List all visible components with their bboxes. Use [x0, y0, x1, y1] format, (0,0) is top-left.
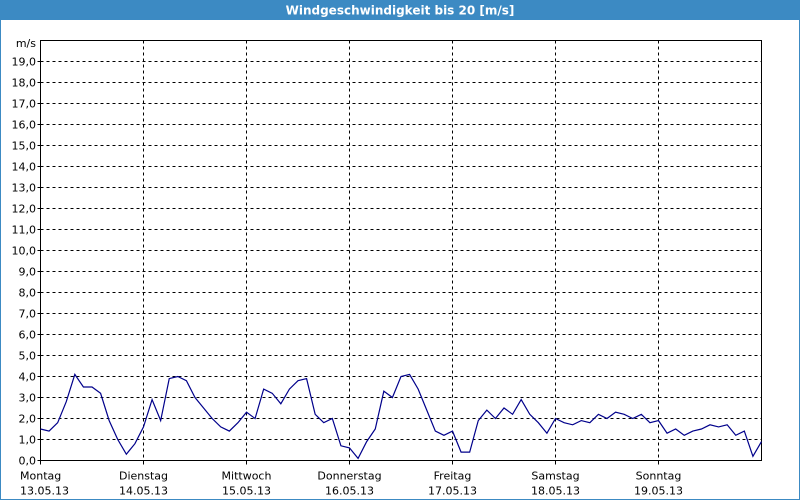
x-tick-date: 17.05.13	[428, 485, 477, 498]
y-tick-label: 16,0	[12, 119, 37, 132]
y-tick-label: 15,0	[12, 140, 37, 153]
y-tick-label: 5,0	[19, 350, 37, 363]
y-tick-label: 8,0	[19, 287, 37, 300]
y-tick-label: 14,0	[12, 161, 37, 174]
y-tick-label: 1,0	[19, 434, 37, 447]
x-tick-date: 15.05.13	[222, 485, 271, 498]
x-tick-label: Mittwoch	[222, 470, 272, 483]
x-tick-label: Samstag	[531, 470, 579, 483]
y-tick-label: 0,0	[19, 455, 37, 468]
y-tick-label: 4,0	[19, 371, 37, 384]
y-tick-label: 6,0	[19, 329, 37, 342]
x-tick-label: Donnerstag	[317, 470, 381, 483]
y-tick-label: 10,0	[12, 245, 37, 258]
y-tick-label: 7,0	[19, 308, 37, 321]
header-bar	[0, 0, 800, 20]
x-tick-label: Sonntag	[636, 470, 682, 483]
x-tick-date: 16.05.13	[325, 485, 374, 498]
y-tick-label: 9,0	[19, 266, 37, 279]
y-tick-label: 18,0	[12, 77, 37, 90]
data-line	[40, 373, 763, 460]
x-tick-date: 18.05.13	[531, 485, 580, 498]
chart-title: Windgeschwindigkeit bis 20 [m/s]	[286, 4, 515, 18]
y-tick-label: 2,0	[19, 413, 37, 426]
y-tick-label: 12,0	[12, 203, 37, 216]
y-tick-label: 17,0	[12, 98, 37, 111]
y-axis-label: m/s	[16, 37, 36, 50]
y-tick-label: 3,0	[19, 392, 37, 405]
y-tick-label: 19,0	[12, 56, 37, 69]
x-tick-label: Montag	[20, 470, 61, 483]
x-tick-date: 19.05.13	[634, 485, 683, 498]
x-tick-date: 13.05.13	[20, 485, 69, 498]
x-tick-label: Freitag	[434, 470, 472, 483]
x-tick-date: 14.05.13	[119, 485, 168, 498]
y-tick-label: 13,0	[12, 182, 37, 195]
y-tick-label: 11,0	[12, 224, 37, 237]
x-tick-label: Dienstag	[119, 470, 168, 483]
